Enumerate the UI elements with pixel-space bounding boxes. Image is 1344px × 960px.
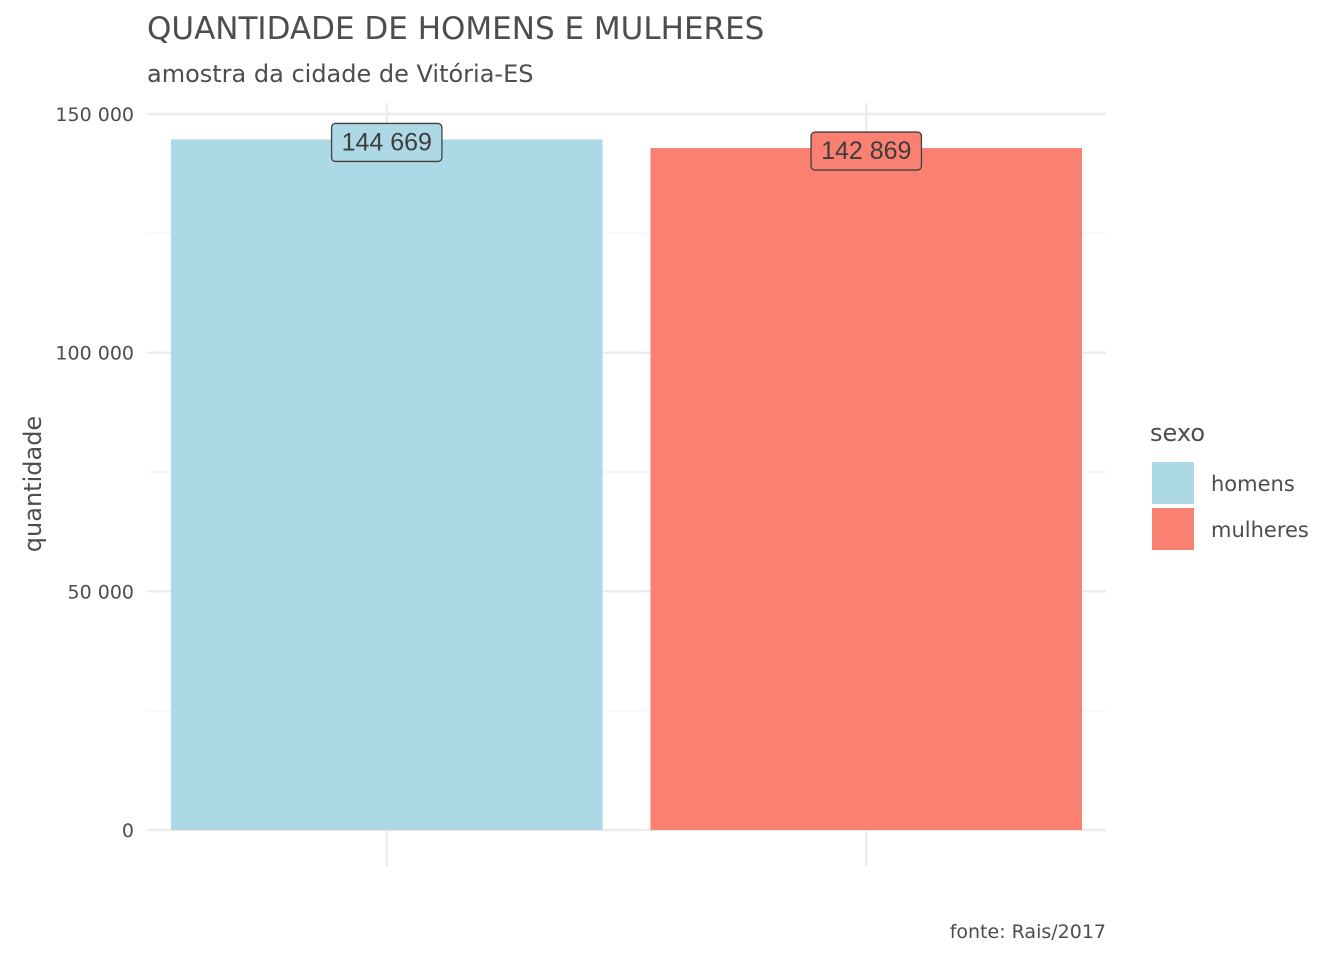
legend-title: sexo [1150, 419, 1205, 447]
bar-mulheres [650, 148, 1083, 830]
y-axis-label: quantidade [19, 416, 47, 552]
data-labels: 144 669 142 869 [330, 122, 923, 171]
data-label: 144 669 [330, 122, 443, 163]
chart-title: QUANTIDADE DE HOMENS E MULHERES [147, 11, 764, 47]
legend-key-mulheres [1152, 508, 1194, 550]
y-tick-label: 150 000 [55, 104, 134, 126]
chart-caption: fonte: Rais/2017 [950, 921, 1106, 943]
y-tick-label: 100 000 [55, 343, 134, 365]
legend-key-homens [1152, 462, 1194, 504]
y-tick-label: 50 000 [68, 581, 134, 603]
data-label-text: 142 869 [821, 137, 911, 165]
bars [170, 139, 1083, 830]
y-axis-ticks: 0 50 000 100 000 150 000 [55, 104, 134, 842]
bar-homens [170, 139, 603, 830]
chart-subtitle: amostra da cidade de Vitória-ES [147, 60, 533, 88]
legend: sexo homens mulheres [1150, 419, 1309, 550]
data-label-box [810, 131, 923, 171]
data-label-text: 144 669 [342, 128, 432, 156]
y-tick-label: 0 [122, 820, 134, 842]
legend-label-homens: homens [1211, 472, 1295, 496]
data-label-box [330, 122, 443, 163]
legend-label-mulheres: mulheres [1211, 518, 1309, 542]
data-label: 142 869 [810, 131, 923, 171]
